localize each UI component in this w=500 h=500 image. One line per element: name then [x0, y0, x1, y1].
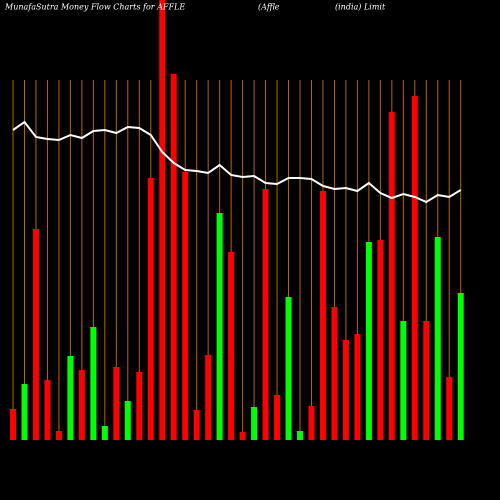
bar: [55, 431, 62, 440]
bar: [400, 321, 407, 440]
bar: [251, 407, 258, 440]
bar: [193, 410, 200, 440]
bar: [216, 213, 223, 440]
bar: [411, 96, 418, 440]
bar: [170, 74, 177, 440]
bar: [78, 370, 85, 440]
chart-title: (india) Limit: [335, 3, 386, 12]
bar: [10, 409, 16, 440]
bar: [90, 327, 97, 440]
bar: [182, 172, 189, 440]
bar: [228, 252, 235, 440]
bar: [365, 242, 372, 440]
bar: [388, 112, 395, 440]
bar: [147, 178, 154, 440]
bar: [136, 372, 143, 440]
bar: [239, 432, 246, 440]
money-flow-line: [12, 120, 462, 204]
bar: [205, 355, 212, 440]
bar: [274, 395, 281, 440]
bar: [159, 0, 166, 440]
chart-title: (Affle: [258, 3, 280, 12]
bar: [319, 191, 326, 440]
bar: [354, 334, 361, 440]
bar: [21, 384, 28, 440]
bar: [124, 401, 131, 440]
bar: [285, 297, 292, 440]
bar: [44, 380, 51, 440]
bar: [67, 356, 74, 440]
bar: [32, 229, 39, 440]
bar: [297, 431, 303, 440]
chart-title: MunafaSutra Money Flow Charts for AFFLE: [4, 3, 185, 12]
bar: [331, 307, 338, 440]
bar: [101, 426, 108, 440]
bar: [342, 340, 349, 440]
bar: [423, 321, 430, 440]
bar: [262, 189, 269, 440]
bar: [446, 377, 453, 440]
bar: [457, 293, 464, 440]
bar: [113, 367, 120, 440]
bar: [377, 240, 384, 440]
bar: [434, 237, 441, 440]
bar: [308, 406, 315, 440]
